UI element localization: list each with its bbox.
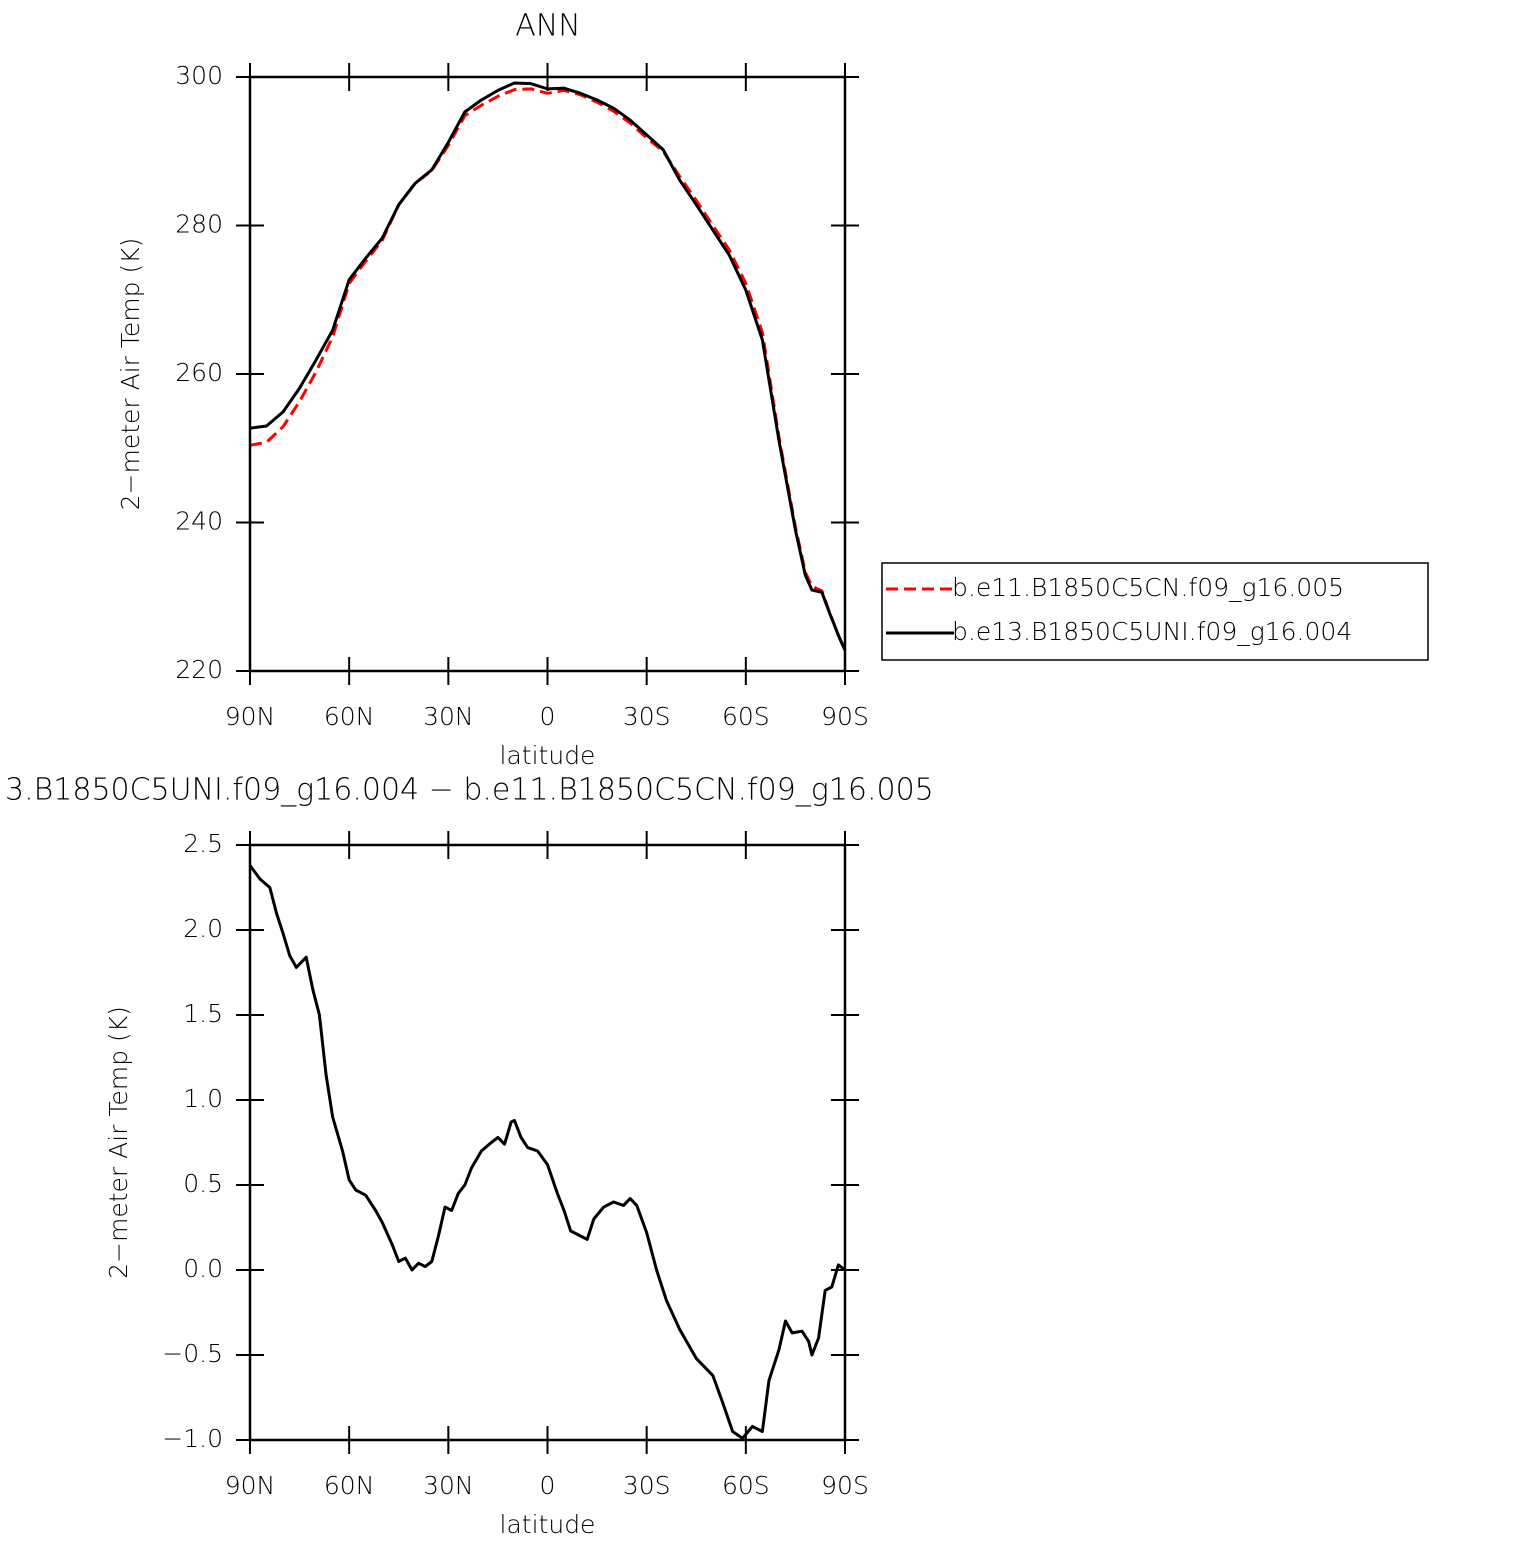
x-tick-label: 60S [722, 702, 770, 731]
x-tick-label: 90N [225, 1471, 276, 1500]
legend-label: b.e11.B1850C5CN.f09_g16.005 [952, 573, 1344, 602]
x-axis-label: latitude [500, 741, 596, 770]
y-tick-label: 1.5 [183, 999, 223, 1028]
x-tick-label: 90N [225, 702, 276, 731]
y-tick-label: 260 [175, 358, 223, 387]
y-tick-label: 0.0 [183, 1254, 223, 1283]
x-tick-label: 90S [821, 1471, 869, 1500]
y-tick-label: 240 [175, 507, 223, 536]
x-tick-label: 30S [623, 1471, 671, 1500]
plot-frame [248, 75, 847, 673]
y-tick-label: 220 [175, 655, 223, 684]
data-line [249, 87, 847, 651]
data-line [249, 81, 847, 651]
x-tick-label: 30N [423, 702, 474, 731]
x-tick-label: 30N [423, 1471, 474, 1500]
legend-box [881, 562, 1429, 661]
x-tick-label: 0 [540, 702, 556, 731]
y-tick-label: 300 [175, 61, 223, 90]
x-tick-label: 30S [623, 702, 671, 731]
x-tick-label: 0 [540, 1471, 556, 1500]
legend-label: b.e13.B1850C5UNI.f09_g16.004 [952, 617, 1352, 646]
y-tick-label: 1.0 [183, 1084, 223, 1113]
chart-title: ANN [515, 9, 580, 44]
x-axis-label: latitude [500, 1510, 596, 1539]
y-tick-label: 0.5 [183, 1169, 223, 1198]
y-tick-label: 2.5 [183, 829, 223, 858]
y-tick-label: −0.5 [162, 1339, 223, 1368]
x-tick-label: 60S [722, 1471, 770, 1500]
y-tick-label: 2.0 [183, 914, 223, 943]
chart-title: 3.B1850C5UNI.f09_g16.004 − b.e11.B1850C5… [5, 773, 934, 808]
data-line [248, 864, 846, 1440]
y-axis-label: 2−meter Air Temp (K) [116, 238, 145, 511]
x-tick-label: 90S [821, 702, 869, 731]
y-tick-label: −1.0 [162, 1424, 223, 1453]
y-axis-label: 2−meter Air Temp (K) [104, 1006, 133, 1279]
x-tick-label: 60N [324, 702, 375, 731]
x-tick-label: 60N [324, 1471, 375, 1500]
y-tick-label: 280 [175, 210, 223, 239]
plot-frame [248, 843, 847, 1442]
